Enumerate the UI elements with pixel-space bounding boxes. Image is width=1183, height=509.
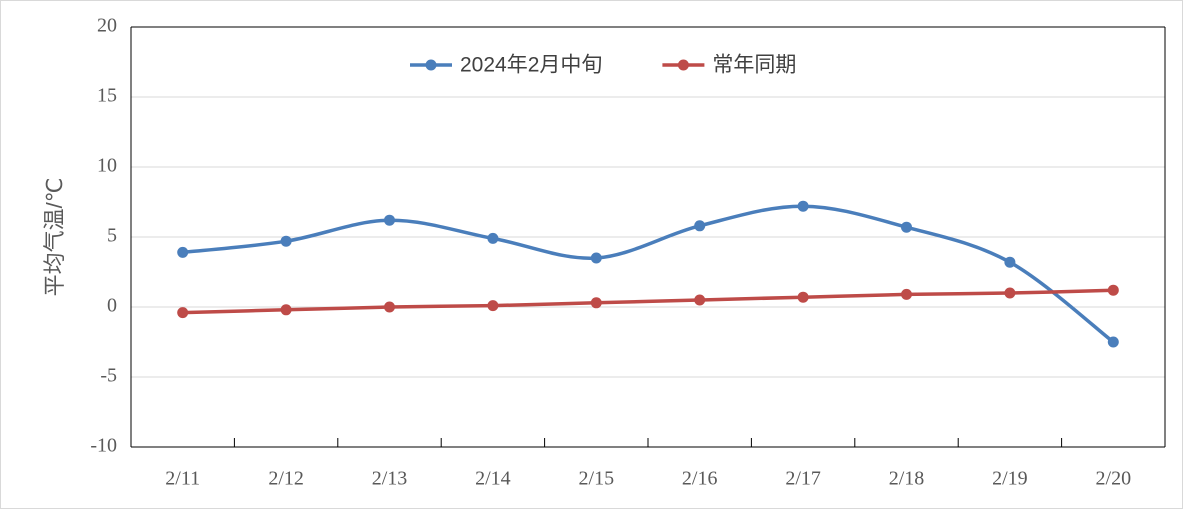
point — [901, 221, 912, 233]
point — [694, 294, 706, 306]
point — [694, 220, 706, 232]
y-tick-label: -5 — [100, 365, 117, 387]
point — [280, 304, 292, 316]
y-tick-label: 5 — [107, 225, 117, 247]
x-tick-label: 2/11 — [165, 468, 200, 490]
x-tick-label: 2/19 — [992, 468, 1028, 490]
x-tick-label: 2/18 — [889, 468, 925, 490]
point — [280, 235, 292, 247]
x-tick-label: 2/14 — [475, 468, 511, 490]
legend-label: 常年同期 — [712, 54, 796, 77]
point — [384, 301, 395, 313]
point — [590, 297, 602, 309]
legend-marker — [677, 59, 689, 71]
point — [177, 307, 189, 319]
point — [177, 246, 189, 258]
point — [1107, 336, 1119, 348]
point — [487, 300, 499, 312]
x-tick-label: 2/15 — [579, 468, 615, 490]
point — [1004, 256, 1016, 268]
point — [1107, 284, 1119, 296]
x-tick-label: 2/17 — [785, 468, 821, 490]
x-tick-label: 2/16 — [682, 468, 718, 490]
point — [797, 200, 809, 212]
y-axis-title: 平均气温/℃ — [42, 178, 67, 297]
point — [384, 214, 395, 226]
y-tick-label: 15 — [97, 85, 117, 107]
point — [797, 291, 809, 303]
y-tick-label: 0 — [107, 295, 117, 317]
point — [901, 288, 912, 300]
series-line — [182, 204, 1115, 344]
series-line — [182, 288, 1114, 315]
x-tick-label: 2/20 — [1096, 468, 1132, 490]
point — [487, 232, 499, 244]
legend-marker — [425, 59, 437, 71]
x-tick-label: 2/12 — [268, 468, 304, 490]
legend-label: 2024年2月中旬 — [460, 54, 602, 77]
point — [1004, 287, 1016, 299]
y-tick-label: 20 — [97, 15, 117, 37]
x-tick-label: 2/13 — [372, 468, 408, 490]
point — [590, 252, 602, 264]
y-tick-label: 10 — [97, 155, 117, 177]
y-tick-label: -10 — [90, 435, 117, 457]
